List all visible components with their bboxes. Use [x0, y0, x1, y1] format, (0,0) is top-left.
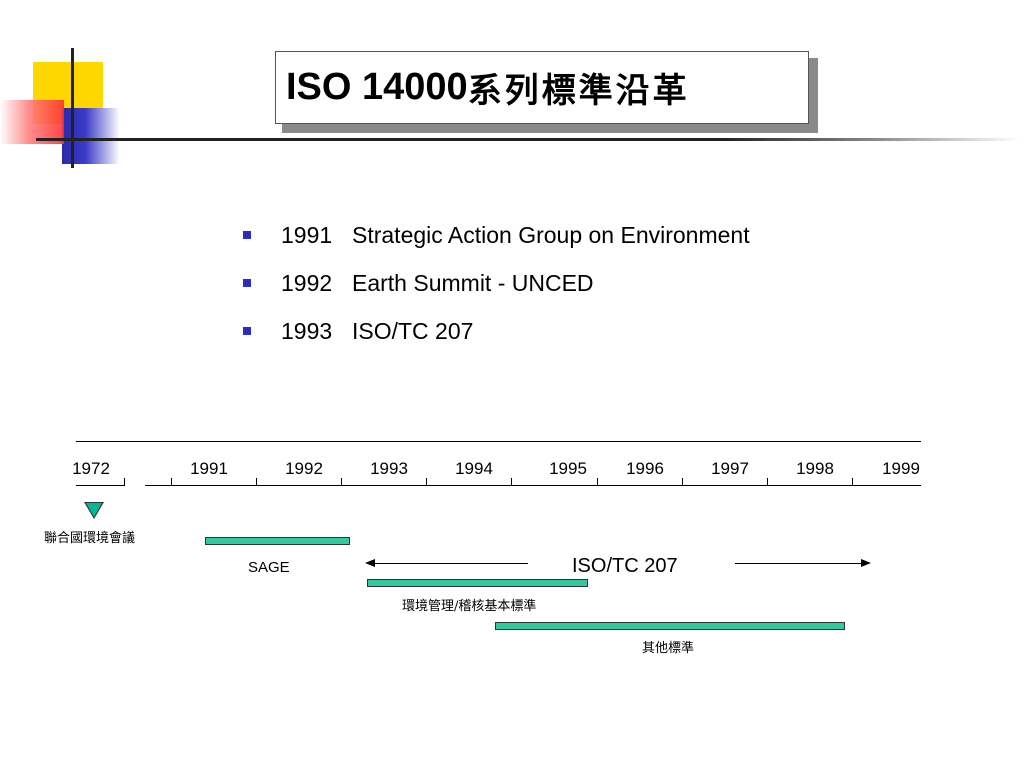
- event-label-un-conference: 聯合國環境會議: [44, 531, 136, 546]
- timeline-year-label: 1996: [626, 459, 664, 478]
- bullet-text: Strategic Action Group on Environment: [352, 221, 750, 248]
- timeline-year-label: 1998: [796, 459, 834, 478]
- page-title: ISO 14000 系列標準沿革: [275, 51, 809, 124]
- bullet-list: 1991 Strategic Action Group on Environme…: [240, 211, 750, 355]
- bullet-text: ISO/TC 207: [352, 317, 474, 344]
- bullet-square-icon: [243, 279, 251, 287]
- timeline-bottom-line: [76, 485, 124, 486]
- title-latin: ISO 14000: [286, 66, 468, 108]
- timeline-year-label: 1992: [285, 459, 323, 478]
- decor-red-gradient: [0, 100, 64, 144]
- timeline-year-label: 1991: [190, 459, 228, 478]
- bullet-item: 1993 ISO/TC 207: [240, 307, 750, 355]
- timeline-bottom-line: [145, 485, 921, 486]
- other-standards-bar: [495, 622, 845, 630]
- bullet-square-icon: [243, 231, 251, 239]
- title-cn: 系列標準沿革: [467, 71, 690, 111]
- timeline-year-label: 1972: [72, 459, 110, 478]
- timeline-year-label: 1995: [549, 459, 587, 478]
- decor-horizontal-line: [36, 138, 1020, 141]
- timeline-tick: [511, 478, 512, 486]
- bullet-year: 1992: [281, 269, 333, 296]
- other-standards-label: 其他標準: [642, 641, 695, 656]
- bullet-item: 1991 Strategic Action Group on Environme…: [240, 211, 750, 259]
- timeline-tick: [124, 478, 125, 486]
- bullet-text: Earth Summit - UNCED: [352, 269, 594, 296]
- bullet-square-icon: [243, 327, 251, 335]
- timeline-year-label: 1997: [711, 459, 749, 478]
- ems-audit-bar: [367, 579, 588, 587]
- arrow-left-icon: [365, 559, 375, 567]
- timeline-tick: [852, 478, 853, 486]
- timeline-year-label: 1994: [455, 459, 493, 478]
- timeline-year-label: 1993: [370, 459, 408, 478]
- timeline-tick: [256, 478, 257, 486]
- arrow-line-right: [735, 563, 861, 564]
- timeline-tick: [341, 478, 342, 486]
- bullet-year: 1991: [281, 221, 333, 248]
- arrow-line-left: [374, 563, 528, 564]
- timeline-tick: [171, 478, 172, 486]
- timeline-tick: [682, 478, 683, 486]
- bullet-year: 1993: [281, 317, 333, 344]
- timeline-year-label: 1999: [882, 459, 920, 478]
- sage-label: SAGE: [248, 559, 290, 576]
- timeline-tick: [597, 478, 598, 486]
- timeline-tick: [426, 478, 427, 486]
- event-marker-triangle-icon: [86, 503, 102, 517]
- ems-audit-label: 環境管理/稽核基本標準: [402, 599, 537, 614]
- iso-tc-label: ISO/TC 207: [572, 555, 678, 577]
- sage-bar: [205, 537, 350, 545]
- bullet-item: 1992 Earth Summit - UNCED: [240, 259, 750, 307]
- arrow-right-icon: [861, 559, 871, 567]
- timeline-tick: [767, 478, 768, 486]
- timeline-top-line: [76, 441, 921, 442]
- decor-vertical-line: [71, 48, 74, 168]
